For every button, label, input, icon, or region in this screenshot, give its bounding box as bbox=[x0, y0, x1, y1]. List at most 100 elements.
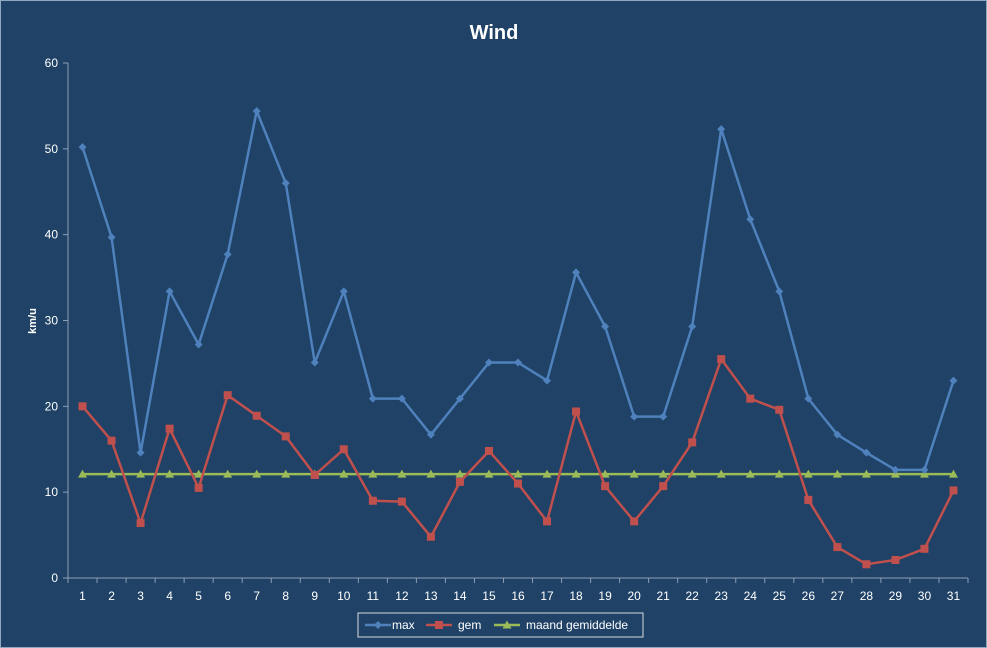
data-point-gem bbox=[194, 483, 203, 492]
legend-marker bbox=[374, 621, 382, 629]
data-point-maand-gemiddelde bbox=[107, 469, 117, 478]
data-point-gem bbox=[804, 495, 813, 504]
data-point-maand-gemiddelde bbox=[455, 469, 465, 478]
data-point-gem bbox=[572, 407, 581, 416]
x-tick-label: 27 bbox=[831, 589, 845, 603]
data-point-maand-gemiddelde bbox=[165, 469, 175, 478]
series-gem bbox=[78, 355, 958, 569]
legend-label: max bbox=[392, 618, 415, 632]
data-point-maand-gemiddelde bbox=[397, 469, 407, 478]
legend-label: maand gemiddelde bbox=[526, 618, 628, 632]
data-point-maand-gemiddelde bbox=[281, 469, 291, 478]
data-point-gem bbox=[107, 436, 116, 445]
data-point-maand-gemiddelde bbox=[629, 469, 639, 478]
data-point-max bbox=[194, 340, 203, 349]
x-tick-label: 3 bbox=[137, 589, 144, 603]
data-point-max bbox=[339, 287, 348, 296]
data-point-max bbox=[165, 287, 174, 296]
legend: max gem maand gemiddelde bbox=[357, 612, 644, 638]
data-point-gem bbox=[543, 517, 552, 526]
data-point-gem bbox=[949, 486, 958, 495]
data-point-max bbox=[252, 107, 261, 116]
data-point-max bbox=[543, 376, 552, 385]
y-tick-label: 0 bbox=[51, 571, 58, 585]
data-point-maand-gemiddelde bbox=[803, 469, 813, 478]
x-tick-label: 26 bbox=[802, 589, 816, 603]
x-tick-label: 1 bbox=[79, 589, 86, 603]
data-point-max bbox=[659, 412, 668, 421]
x-tick-label: 16 bbox=[511, 589, 525, 603]
data-point-max bbox=[455, 394, 464, 403]
data-point-maand-gemiddelde bbox=[426, 469, 436, 478]
legend-item-maand-gemiddelde: maand gemiddelde bbox=[494, 618, 628, 632]
data-point-gem bbox=[891, 555, 900, 564]
data-point-max bbox=[862, 448, 871, 457]
x-tick-label: 15 bbox=[482, 589, 496, 603]
x-tick-label: 30 bbox=[918, 589, 932, 603]
x-tick-label: 2 bbox=[108, 589, 115, 603]
x-tick-label: 18 bbox=[569, 589, 583, 603]
data-point-gem bbox=[223, 391, 232, 400]
data-point-maand-gemiddelde bbox=[252, 469, 262, 478]
data-point-maand-gemiddelde bbox=[832, 469, 842, 478]
legend-item-gem: gem bbox=[426, 618, 481, 632]
legend-item-max: max bbox=[365, 618, 415, 632]
x-tick-label: 10 bbox=[337, 589, 351, 603]
x-tick-label: 19 bbox=[598, 589, 612, 603]
data-point-gem bbox=[426, 532, 435, 541]
data-point-maand-gemiddelde bbox=[948, 469, 958, 478]
x-tick-label: 17 bbox=[540, 589, 554, 603]
x-tick-label: 13 bbox=[424, 589, 438, 603]
data-point-max bbox=[920, 465, 929, 474]
legend-label: gem bbox=[458, 618, 481, 632]
data-point-maand-gemiddelde bbox=[687, 469, 697, 478]
data-point-gem bbox=[717, 355, 726, 364]
data-point-gem bbox=[514, 479, 522, 488]
data-point-gem bbox=[862, 560, 871, 569]
x-tick-label: 28 bbox=[860, 589, 874, 603]
data-point-max bbox=[949, 376, 958, 385]
y-tick-label: 40 bbox=[45, 228, 59, 242]
data-point-gem bbox=[775, 405, 784, 414]
series-line-max bbox=[81, 109, 955, 472]
data-point-max bbox=[688, 322, 697, 331]
data-point-max bbox=[833, 430, 842, 439]
data-point-maand-gemiddelde bbox=[78, 469, 88, 478]
data-point-gem bbox=[339, 445, 348, 454]
series-max bbox=[78, 107, 958, 474]
data-point-gem bbox=[455, 477, 464, 486]
x-tick-label: 4 bbox=[166, 589, 173, 603]
y-tick-label: 30 bbox=[45, 314, 59, 328]
x-tick-label: 22 bbox=[686, 589, 700, 603]
x-tick-label: 23 bbox=[715, 589, 729, 603]
y-tick-label: 10 bbox=[45, 485, 59, 499]
data-point-gem bbox=[397, 497, 406, 506]
data-point-max bbox=[426, 430, 435, 439]
data-point-gem bbox=[484, 446, 493, 455]
data-point-max bbox=[397, 394, 406, 403]
chart-title: Wind bbox=[470, 22, 519, 44]
y-axis-label: km/u bbox=[27, 308, 39, 334]
legend-marker bbox=[502, 620, 512, 629]
x-tick-label: 8 bbox=[282, 589, 289, 603]
data-point-gem bbox=[310, 471, 319, 479]
series-line-gem bbox=[81, 357, 955, 566]
data-point-max bbox=[223, 250, 232, 259]
data-point-max bbox=[746, 215, 755, 224]
x-tick-label: 5 bbox=[195, 589, 202, 603]
data-point-gem bbox=[165, 424, 174, 433]
data-point-gem bbox=[920, 544, 929, 553]
data-point-gem bbox=[833, 543, 842, 552]
data-point-max bbox=[572, 268, 581, 277]
legend-marker bbox=[435, 621, 443, 629]
data-point-max bbox=[78, 143, 87, 152]
x-tick-label: 6 bbox=[224, 589, 231, 603]
data-point-maand-gemiddelde bbox=[571, 469, 581, 478]
data-point-max bbox=[136, 448, 145, 457]
data-point-maand-gemiddelde bbox=[484, 469, 494, 478]
data-point-maand-gemiddelde bbox=[542, 469, 552, 478]
data-point-maand-gemiddelde bbox=[194, 469, 204, 478]
